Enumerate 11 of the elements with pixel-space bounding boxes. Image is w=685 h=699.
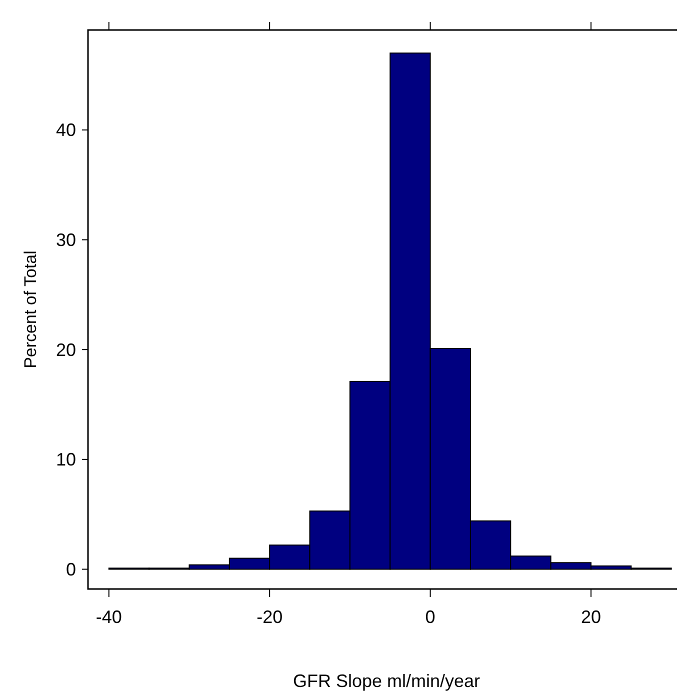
x-axis-title: GFR Slope ml/min/year xyxy=(292,671,480,691)
x-tick-label: 20 xyxy=(580,607,602,627)
y-tick-label: 10 xyxy=(56,450,76,470)
x-tick-label: 0 xyxy=(425,607,436,627)
y-tick-label: 20 xyxy=(56,340,76,360)
y-tick-label: 40 xyxy=(56,120,76,140)
y-tick-label: 0 xyxy=(66,560,76,580)
y-tick-label: 30 xyxy=(56,230,76,250)
x-tick-label: -20 xyxy=(256,607,283,627)
x-tick-label: -40 xyxy=(96,607,122,627)
y-axis-title: Percent of Total xyxy=(21,250,40,368)
